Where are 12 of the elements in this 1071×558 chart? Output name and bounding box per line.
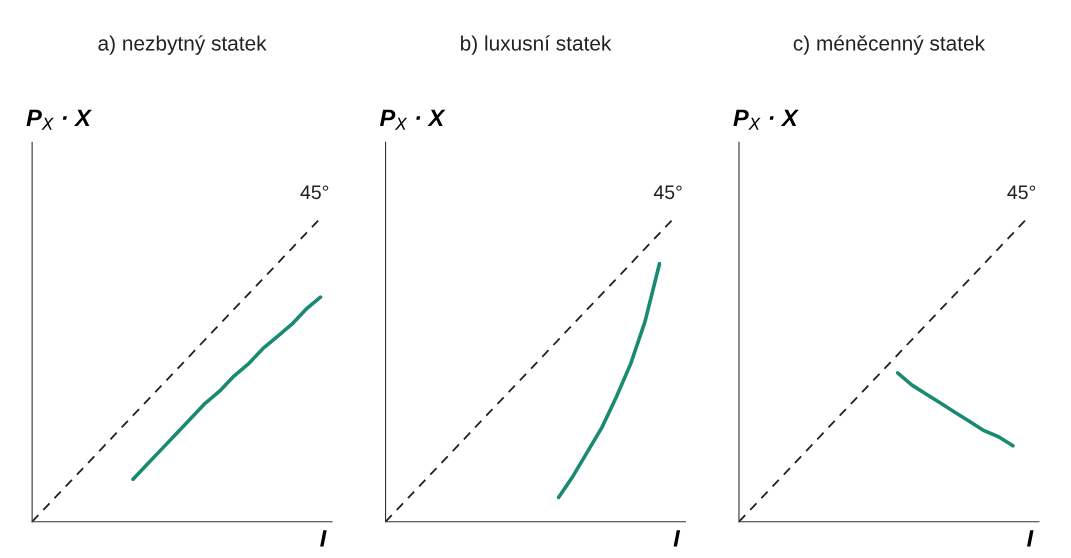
series-label: 45° [653, 185, 682, 200]
chart-title: b) luxusní statek [461, 35, 612, 55]
y-axis-title: P$_{X}$ · X [379, 109, 446, 130]
x-axis-title: I [673, 530, 681, 547]
x-axis-title: I [320, 530, 327, 547]
y-axis-title: P$_{X}$ · X [733, 109, 799, 130]
series-label: 45° [1007, 185, 1036, 200]
y-axis-title: P$_{X}$ · X [26, 109, 92, 130]
x-axis-title: I [1027, 530, 1034, 547]
series-label: 45° [300, 185, 329, 200]
chart-title: c) méněcenný statek [793, 35, 986, 55]
chart-title: a) nezbytný statek [98, 35, 267, 55]
